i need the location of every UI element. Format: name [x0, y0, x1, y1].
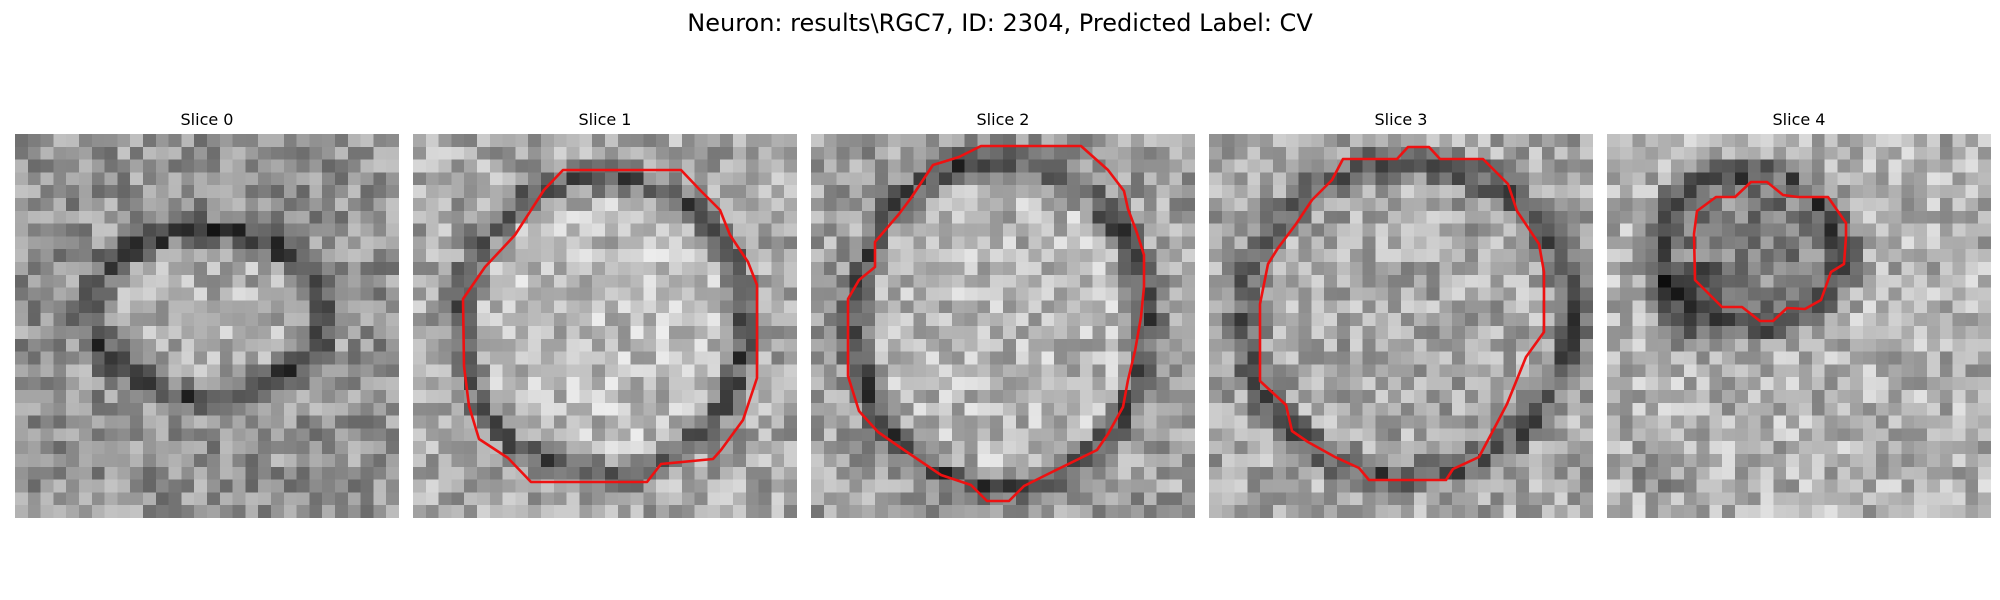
slice-panel-4: Slice 4: [1607, 108, 1991, 518]
slice-title-3: Slice 3: [1374, 110, 1428, 129]
contour-outline-1: [461, 168, 759, 484]
segmentation-contour-1: [461, 168, 759, 484]
microscopy-image-1: [413, 134, 797, 518]
segmentation-contour-2: [846, 144, 1146, 503]
microscopy-image-2: [811, 134, 1195, 518]
slice-image-1: [413, 134, 797, 518]
slice-panel-0: Slice 0: [15, 108, 399, 518]
slice-panel-2: Slice 2: [811, 108, 1195, 518]
slice-panel-1: Slice 1: [413, 108, 797, 518]
contour-outline-2: [846, 144, 1146, 503]
segmentation-contour-4: [1692, 180, 1848, 323]
slice-title-0: Slice 0: [180, 110, 234, 129]
slice-image-4: [1607, 134, 1991, 518]
slice-image-0: [15, 134, 399, 518]
slice-image-3: [1209, 134, 1593, 518]
microscopy-image-0: [15, 134, 399, 518]
contour-outline-4: [1692, 180, 1848, 323]
slice-title-4: Slice 4: [1772, 110, 1826, 129]
contour-outline-3: [1258, 145, 1546, 482]
figure-title: Neuron: results\RGC7, ID: 2304, Predicte…: [687, 9, 1313, 37]
slice-title-2: Slice 2: [976, 110, 1030, 129]
slice-title-1: Slice 1: [578, 110, 632, 129]
slice-image-2: [811, 134, 1195, 518]
segmentation-contour-3: [1258, 145, 1546, 482]
slice-panel-3: Slice 3: [1209, 108, 1593, 518]
microscopy-image-3: [1209, 134, 1593, 518]
